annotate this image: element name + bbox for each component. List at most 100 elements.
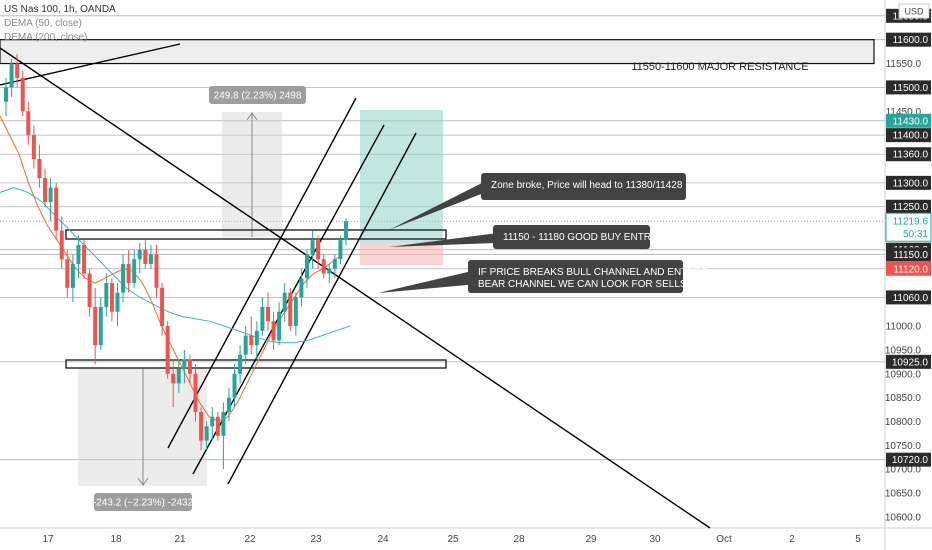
price-tick-label: 10600.0: [885, 512, 922, 523]
candle-body[interactable]: [26, 111, 31, 136]
candle-body[interactable]: [321, 259, 326, 274]
price-badge: [886, 113, 931, 128]
candle-body[interactable]: [232, 373, 237, 398]
candle-body[interactable]: [271, 321, 276, 341]
price-badge-label: 11360.0: [893, 150, 929, 161]
candle-body[interactable]: [338, 240, 343, 260]
measure-down-badge: [94, 493, 192, 511]
candle-body[interactable]: [87, 273, 92, 307]
candle-body[interactable]: [310, 240, 315, 255]
candle-body[interactable]: [249, 335, 254, 346]
candle-body[interactable]: [176, 368, 181, 384]
resistance-zone[interactable]: [0, 39, 875, 65]
candle-body[interactable]: [20, 77, 25, 112]
price-badge-label: 11250.0: [893, 202, 929, 213]
candle-body[interactable]: [187, 359, 192, 374]
candle-body[interactable]: [54, 187, 59, 231]
candle-body[interactable]: [143, 249, 148, 264]
candle-body[interactable]: [304, 254, 309, 279]
candle-body[interactable]: [65, 259, 70, 288]
chart-legend: US Nas 100, 1h, OANDA DEMA (50, close) D…: [4, 3, 116, 45]
candle-body[interactable]: [277, 311, 282, 341]
currency-badge[interactable]: [898, 3, 930, 19]
candle-body[interactable]: [327, 268, 332, 274]
candle-body[interactable]: [104, 283, 109, 307]
price-tick-label: 10850.0: [885, 393, 922, 404]
candle-body[interactable]: [115, 292, 120, 312]
candle-body[interactable]: [344, 221, 348, 241]
candle-body[interactable]: [37, 158, 42, 179]
upper-trendline[interactable]: [0, 43, 181, 86]
candle-body[interactable]: [48, 187, 53, 202]
price-badge: [886, 175, 931, 190]
long-stop-zone[interactable]: [360, 243, 443, 265]
candle-body[interactable]: [137, 249, 142, 260]
price-tick-label: 10700.0: [885, 465, 922, 476]
candle-body[interactable]: [288, 292, 293, 327]
price-badge-label: 11120.0: [893, 264, 928, 275]
candle-body[interactable]: [31, 135, 36, 159]
candle-body[interactable]: [154, 254, 159, 288]
bear-trendline[interactable]: [0, 47, 711, 529]
indicator-dema-50[interactable]: DEMA (50, close): [4, 18, 82, 29]
price-badge: [886, 199, 931, 214]
candle-body[interactable]: [82, 244, 87, 274]
candle-body[interactable]: [260, 306, 265, 331]
candle-body[interactable]: [9, 63, 14, 88]
candle-body[interactable]: [70, 263, 75, 288]
candle-body[interactable]: [93, 306, 98, 346]
callout-buy-entry[interactable]: 11150 - 11180 GOOD BUY ENTRY: [389, 225, 658, 249]
indicator-dema-200[interactable]: DEMA (200, close): [4, 32, 88, 43]
candle-body[interactable]: [299, 278, 304, 298]
candle-body[interactable]: [121, 263, 126, 293]
price-badge: [886, 247, 931, 262]
candle-body[interactable]: [226, 397, 231, 412]
price-badge-label: 11430.0: [893, 116, 929, 127]
candle-body[interactable]: [59, 230, 64, 260]
callout-bear-channel-pointer: [378, 271, 470, 293]
candle-body[interactable]: [193, 373, 198, 412]
channel-top-line[interactable]: [167, 97, 357, 449]
candle-body[interactable]: [254, 330, 259, 346]
candle-body[interactable]: [76, 244, 81, 264]
candle-body[interactable]: [293, 297, 298, 327]
candle-body[interactable]: [148, 254, 153, 264]
candle-body[interactable]: [215, 416, 220, 436]
candle-body[interactable]: [171, 373, 176, 384]
candle-body[interactable]: [4, 87, 8, 102]
callout-bear-channel-text: IF PRICE BREAKS BULL CHANNEL AND ENTERS: [478, 267, 708, 278]
candle-body[interactable]: [238, 354, 243, 374]
buy-zone-box[interactable]: [65, 229, 447, 240]
candle-body[interactable]: [165, 326, 170, 374]
candle-body[interactable]: [210, 416, 215, 427]
candle-body[interactable]: [316, 240, 321, 260]
candle-body[interactable]: [126, 263, 131, 284]
candle-body[interactable]: [160, 287, 165, 327]
price-tick-label: 10950.0: [885, 345, 922, 356]
callout-bear-channel[interactable]: IF PRICE BREAKS BULL CHANNEL AND ENTERSB…: [378, 260, 708, 293]
candle-body[interactable]: [109, 283, 114, 312]
price-axis[interactable]: 11550.0 11450.0 11000.0 10950.0 10900.0 10850…: [885, 3, 932, 523]
candle-body[interactable]: [204, 426, 209, 441]
price-badge: [886, 128, 931, 143]
candle-body[interactable]: [221, 411, 226, 436]
candle-body[interactable]: [282, 292, 287, 312]
candle-body[interactable]: [182, 359, 187, 369]
long-target-zone[interactable]: [360, 110, 443, 243]
candle-body[interactable]: [243, 335, 248, 355]
channel-bottom-line[interactable]: [227, 132, 417, 485]
candle-body[interactable]: [43, 178, 48, 202]
callout-zone-broke[interactable]: Zone broke, Price will head to 11380/114…: [389, 173, 686, 230]
candle-body[interactable]: [98, 306, 103, 346]
candle-body[interactable]: [265, 306, 270, 322]
price-badge-label: 11300.0: [893, 178, 929, 189]
time-axis[interactable]: 17 18 21 22 23 24 25 28 29 30 Oct 2 5: [42, 534, 861, 545]
callout-bear-channel-box: [468, 260, 683, 293]
time-tick-label: 17: [42, 534, 54, 545]
candle-body[interactable]: [199, 411, 204, 441]
candle-body[interactable]: [15, 63, 20, 78]
candle-body[interactable]: [332, 259, 337, 269]
candle-body[interactable]: [132, 259, 137, 284]
